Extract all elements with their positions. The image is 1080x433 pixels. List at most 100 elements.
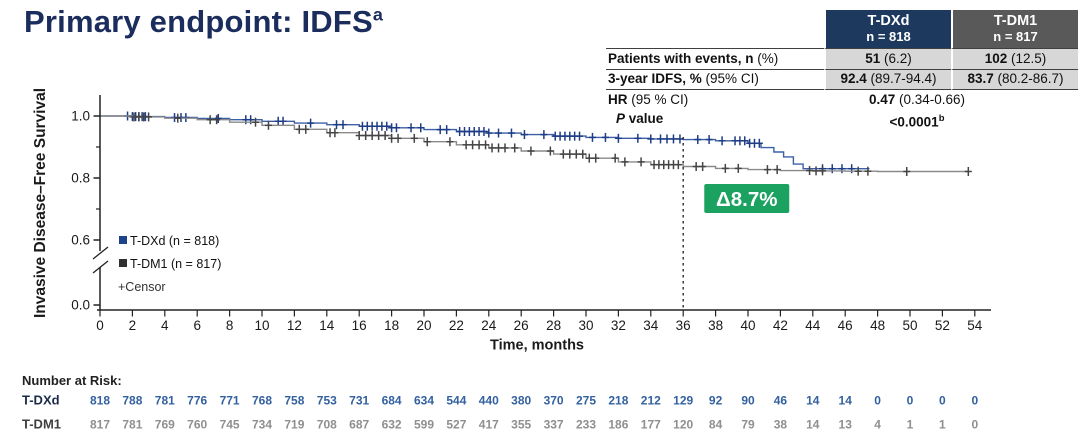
risk-value: 817 (90, 418, 110, 432)
x-tick-label: 28 (546, 318, 561, 333)
risk-value: 758 (284, 394, 304, 408)
column-header-tdxd: T-DXd n = 818 (824, 10, 951, 48)
tdm1-legend-swatch (119, 259, 127, 267)
risk-value: 769 (155, 418, 175, 432)
x-tick-label: 14 (319, 318, 335, 333)
risk-value: 218 (608, 394, 628, 408)
y-tick-label: 0.8 (71, 171, 90, 186)
x-tick-label: 6 (193, 318, 201, 333)
x-tick-label: 36 (676, 318, 691, 333)
risk-value: 38 (774, 418, 788, 432)
results-table-corner-spacer (606, 10, 824, 48)
risk-value: 46 (774, 394, 788, 408)
x-tick-label: 20 (416, 318, 431, 333)
page-title-superscript: a (372, 4, 384, 25)
x-tick-label: 24 (481, 318, 497, 333)
risk-value: 731 (349, 394, 369, 408)
risk-value: 14 (806, 394, 820, 408)
delta-badge-text: Δ8.7% (716, 188, 777, 211)
risk-value: 90 (741, 394, 755, 408)
x-tick-label: 40 (740, 318, 755, 333)
risk-value: 92 (709, 394, 723, 408)
risk-value: 186 (608, 418, 628, 432)
legend: T-DXd (n = 818) T-DM1 (n = 817) +Censor (118, 234, 221, 294)
column-header-tdxd-name: T-DXd (867, 13, 910, 29)
risk-value: 0 (874, 394, 881, 408)
x-tick-label: 32 (611, 318, 626, 333)
x-tick-label: 48 (870, 318, 885, 333)
risk-value: 719 (284, 418, 304, 432)
risk-value: 4 (874, 418, 881, 432)
risk-value: 129 (673, 394, 693, 408)
idfs-value-tdxd: 92.4 (89.7-94.4) (824, 69, 951, 90)
x-tick-label: 34 (643, 318, 659, 333)
row-label-hr: HR (95 % CI) (606, 90, 824, 110)
x-axis: 0 2 4 6 8 10 12 14 16 18 20 22 24 26 28 30 32 34 36 38 40 42 4… (96, 309, 991, 354)
tdm1-censor-marks (130, 112, 972, 176)
legend-label: T-DM1 (n = 817) (130, 257, 221, 271)
risk-value: 684 (382, 394, 402, 408)
risk-value: 781 (155, 394, 175, 408)
risk-value: 212 (641, 394, 661, 408)
p-value: <0.0001b (889, 113, 945, 130)
x-tick-label: 4 (161, 318, 169, 333)
x-tick-label: 8 (226, 318, 234, 333)
page-title: Primary endpoint: IDFSa (24, 4, 383, 40)
risk-row-label: T-DXd (22, 393, 60, 408)
risk-value: 233 (576, 418, 596, 432)
risk-value: 0 (971, 394, 978, 408)
tdxd-legend-swatch (119, 236, 127, 244)
risk-value: 380 (511, 394, 531, 408)
x-tick-label: 0 (96, 318, 104, 333)
risk-value: 734 (252, 418, 272, 432)
x-tick-label: 10 (254, 318, 269, 333)
risk-value: 417 (479, 418, 499, 432)
risk-value: 355 (511, 418, 531, 432)
x-tick-label: 26 (514, 318, 529, 333)
risk-value: 275 (576, 394, 596, 408)
column-header-tdm1-n: n = 817 (993, 29, 1038, 44)
x-tick-label: 46 (838, 318, 853, 333)
risk-value: 634 (414, 394, 434, 408)
x-tick-label: 30 (578, 318, 593, 333)
y-axis: 1.0 0.8 0.6 0.0 Invasive Disease–Free Surviv… (32, 88, 109, 318)
column-header-tdm1: T-DM1 n = 817 (951, 10, 1078, 48)
legend-label: T-DXd (n = 818) (130, 234, 219, 248)
x-axis-title: Time, months (490, 338, 584, 354)
risk-value: 370 (544, 394, 564, 408)
idfs-value-tdm1: 83.7 (80.2-86.7) (951, 69, 1078, 90)
risk-value: 753 (317, 394, 337, 408)
risk-value: 708 (317, 418, 337, 432)
column-header-tdxd-n: n = 818 (866, 29, 911, 44)
y-axis-title: Invasive Disease–Free Survival (32, 88, 49, 318)
column-header-tdm1-name: T-DM1 (993, 13, 1038, 29)
events-value-tdm1: 102 (12.5) (951, 48, 1078, 70)
risk-value: 776 (187, 394, 207, 408)
risk-value: 687 (349, 418, 369, 432)
risk-value: 14 (806, 418, 820, 432)
y-tick-label: 1.0 (71, 109, 90, 124)
delta-badge: Δ8.7% (704, 184, 790, 213)
risk-value: 177 (641, 418, 661, 432)
risk-value: 760 (187, 418, 207, 432)
x-tick-label: 16 (352, 318, 367, 333)
row-label-events: Patients with events, n (%) (606, 48, 824, 70)
risk-value: 0 (971, 418, 978, 432)
row-label-p-value: P value (606, 109, 824, 133)
risk-value: 0 (939, 394, 946, 408)
number-at-risk-table: Number at Risk: T-DXd 818 788 781 776 771 768 75… (22, 373, 978, 432)
x-tick-label: 12 (287, 318, 302, 333)
y-tick-label: 0.6 (71, 233, 90, 248)
risk-value: 781 (122, 418, 142, 432)
risk-value: 771 (220, 394, 240, 408)
x-tick-label: 54 (967, 318, 983, 333)
number-at-risk-title: Number at Risk: (22, 373, 122, 388)
x-tick-label: 2 (129, 318, 137, 333)
risk-value: 1 (907, 418, 914, 432)
risk-value: 1 (939, 418, 946, 432)
risk-value: 84 (709, 418, 723, 432)
results-table: T-DXd n = 818 T-DM1 n = 817 Patients wit… (606, 10, 1078, 133)
risk-value: 440 (479, 394, 499, 408)
